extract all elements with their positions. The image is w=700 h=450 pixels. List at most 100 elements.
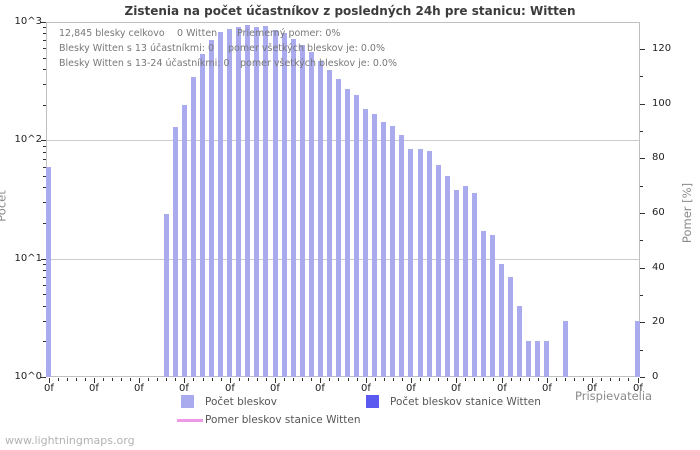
x-major-tick <box>592 378 594 383</box>
y-left-tick-label: 10^3 <box>14 16 42 27</box>
bar <box>172 126 178 377</box>
bar <box>308 51 314 377</box>
ratio-all-text-1: pomer všetkých bleskov je: 0.0% <box>228 43 385 54</box>
x-major-tick <box>48 378 50 383</box>
witten-13-24-text: Blesky Witten s 13-24 účastníkmi: 0 <box>59 58 230 69</box>
x-minor-tick <box>347 378 349 381</box>
x-minor-tick <box>130 378 132 381</box>
bar <box>535 341 541 377</box>
x-major-tick <box>275 378 277 383</box>
x-tick-label: 0f <box>89 383 99 394</box>
gridline-10e2 <box>47 140 639 141</box>
y-left-minor-tick <box>43 105 46 106</box>
plot-area <box>46 22 640 377</box>
y-right-major-tick <box>640 158 645 159</box>
bar <box>635 320 640 377</box>
x-minor-tick <box>519 378 521 381</box>
legend-label-total-strokes: Počet bleskov <box>205 396 277 408</box>
y-right-major-tick <box>640 104 645 105</box>
y-left-minor-tick <box>43 33 46 34</box>
x-tick-label: 0f <box>225 383 235 394</box>
bar <box>399 134 405 377</box>
x-tick-label: 0f <box>406 383 416 394</box>
x-tick-label: 0f <box>44 383 54 394</box>
x-minor-tick <box>401 378 403 381</box>
y-right-minor-tick <box>640 131 643 132</box>
x-tick-label: 0f <box>179 383 189 394</box>
y-left-minor-tick <box>43 264 46 265</box>
bar <box>544 341 550 377</box>
bar <box>181 104 187 377</box>
x-minor-tick <box>247 378 249 381</box>
bar <box>408 149 414 377</box>
x-minor-tick <box>265 378 267 381</box>
x-minor-tick <box>619 378 621 381</box>
y-left-tick-label: 10^2 <box>14 134 42 145</box>
x-minor-tick <box>157 378 159 381</box>
bar <box>453 190 459 377</box>
x-tick-label: 0f <box>361 383 371 394</box>
y-left-minor-tick <box>43 152 46 153</box>
x-major-tick <box>410 378 412 383</box>
y-left-minor-tick <box>43 341 46 342</box>
y-right-tick-label: 120 <box>652 43 672 54</box>
x-minor-tick <box>120 378 122 381</box>
y-left-minor-tick <box>43 223 46 224</box>
x-minor-tick <box>447 378 449 381</box>
x-minor-tick <box>528 378 530 381</box>
y-right-major-tick <box>640 268 645 269</box>
bar <box>200 53 206 377</box>
x-minor-tick <box>75 378 77 381</box>
y-right-major-tick <box>640 49 645 50</box>
x-minor-tick <box>628 378 630 381</box>
bar <box>363 108 369 377</box>
x-minor-tick <box>311 378 313 381</box>
bar <box>317 60 323 377</box>
y-right-tick-label: 20 <box>652 316 665 327</box>
x-minor-tick <box>175 378 177 381</box>
legend-label-station-strokes: Počet bleskov stanice Witten <box>390 396 541 408</box>
legend-label-station-ratio: Pomer bleskov stanice Witten <box>205 414 361 426</box>
y-left-minor-tick <box>43 321 46 322</box>
y-left-minor-tick <box>43 84 46 85</box>
y-left-major-tick <box>41 377 46 378</box>
bar <box>390 126 396 377</box>
watermark-link: www.lightningmaps.org <box>5 434 135 447</box>
legend-swatch-total-strokes <box>181 395 194 408</box>
bar <box>263 26 269 377</box>
bar <box>381 122 387 377</box>
y-left-minor-tick <box>43 69 46 70</box>
bar <box>526 341 532 377</box>
bar <box>326 70 332 377</box>
x-minor-tick <box>329 378 331 381</box>
bar <box>426 150 432 377</box>
x-major-tick <box>546 378 548 383</box>
x-major-tick <box>229 378 231 383</box>
x-minor-tick <box>202 378 204 381</box>
bar <box>517 305 523 377</box>
x-minor-tick <box>148 378 150 381</box>
y-left-minor-tick <box>43 277 46 278</box>
y-left-major-tick <box>41 22 46 23</box>
bar <box>245 25 251 377</box>
y-right-major-tick <box>640 213 645 214</box>
y-left-minor-tick <box>43 48 46 49</box>
y-left-minor-tick <box>43 27 46 28</box>
bar <box>190 77 196 377</box>
y-right-major-tick <box>640 322 645 323</box>
y-right-tick-label: 0 <box>652 371 659 382</box>
x-minor-tick <box>193 378 195 381</box>
x-minor-tick <box>383 378 385 381</box>
y-axis-right-title: Pomer [%] <box>680 182 695 244</box>
y-left-minor-tick <box>43 187 46 188</box>
x-tick-label: 0f <box>315 383 325 394</box>
bar <box>227 28 233 377</box>
x-minor-tick <box>238 378 240 381</box>
x-minor-tick <box>537 378 539 381</box>
x-major-tick <box>456 378 458 383</box>
bar <box>299 44 305 377</box>
x-minor-tick <box>483 378 485 381</box>
x-minor-tick <box>583 378 585 381</box>
y-right-minor-tick <box>640 295 643 296</box>
